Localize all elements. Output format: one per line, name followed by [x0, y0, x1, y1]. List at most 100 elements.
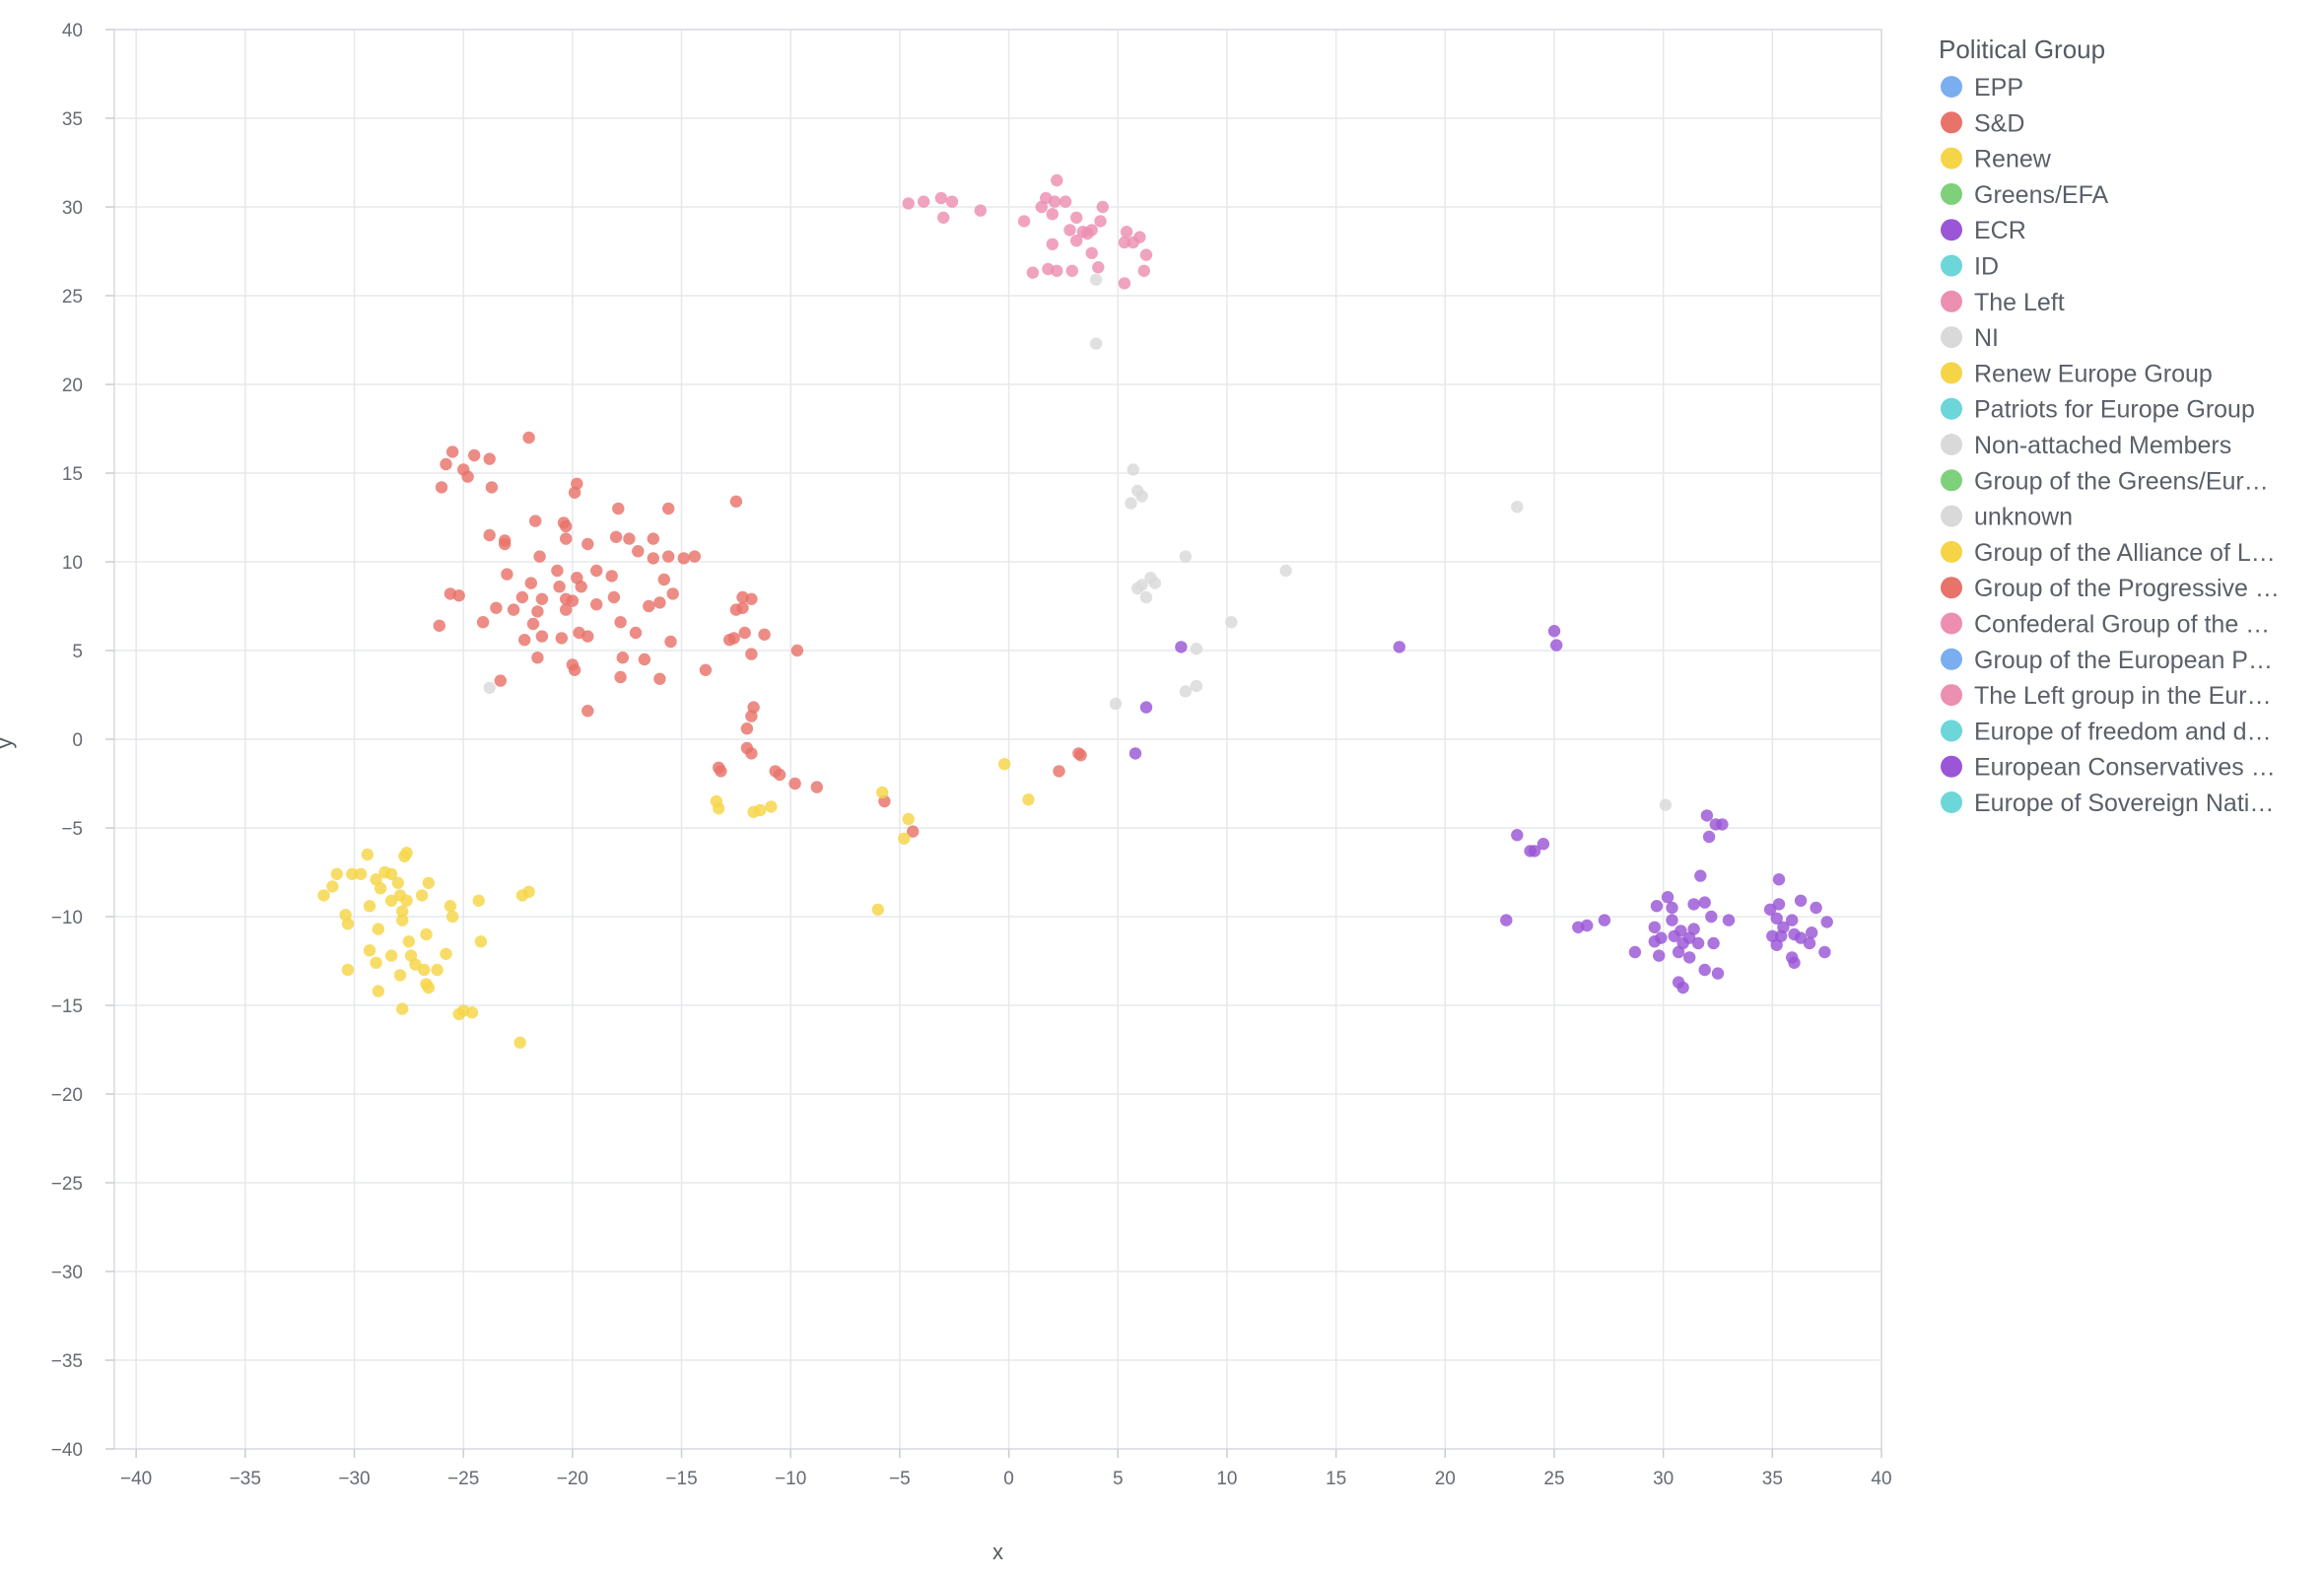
data-point — [1786, 914, 1799, 927]
data-point — [384, 949, 398, 962]
legend-label: S&D — [1974, 109, 2024, 137]
data-point — [483, 528, 496, 542]
data-point — [581, 630, 594, 643]
data-point — [765, 800, 778, 813]
data-point — [1511, 501, 1524, 514]
legend-swatch — [1941, 111, 1962, 134]
data-point — [560, 603, 573, 616]
data-point — [1659, 798, 1673, 811]
x-tick-label: 20 — [1435, 1469, 1456, 1489]
data-point — [773, 768, 786, 782]
data-point — [723, 634, 736, 647]
legend-swatch — [1941, 720, 1962, 742]
legend-item: European Conservatives … — [1941, 754, 2276, 782]
data-point — [1676, 981, 1689, 995]
legend-title: Political Group — [1939, 34, 2105, 64]
y-tick-label: 20 — [62, 376, 83, 396]
data-point — [1137, 264, 1151, 277]
data-point — [1046, 208, 1059, 221]
data-point — [1190, 643, 1203, 655]
data-point — [1722, 914, 1736, 927]
data-point — [1085, 246, 1098, 259]
data-points — [317, 173, 1833, 1050]
legend-swatch — [1941, 362, 1962, 384]
data-point — [607, 590, 621, 604]
legend-item: Group of the Greens/Eur… — [1941, 467, 2269, 495]
data-point — [1393, 641, 1406, 653]
legend-swatch — [1941, 505, 1962, 527]
data-point — [384, 894, 398, 907]
data-point — [1500, 914, 1513, 927]
legend-item: Non-attached Members — [1941, 432, 2231, 459]
data-point — [614, 670, 627, 684]
data-point — [415, 889, 429, 902]
data-point — [653, 596, 666, 609]
legend-label: Europe of freedom and d… — [1974, 718, 2272, 745]
legend-swatch — [1941, 76, 1962, 98]
data-point — [435, 481, 448, 494]
legend-item: EPP — [1941, 74, 2023, 102]
data-point — [372, 923, 384, 935]
data-point — [902, 812, 915, 826]
data-point — [363, 944, 376, 957]
x-tick-label: −35 — [230, 1469, 261, 1489]
data-point — [918, 195, 930, 208]
data-point — [1120, 226, 1133, 239]
legend-label: The Left — [1974, 289, 2065, 316]
data-point — [1707, 936, 1720, 950]
data-point — [1089, 337, 1103, 350]
data-point — [688, 550, 701, 563]
legend-label: unknown — [1974, 504, 2073, 531]
data-point — [623, 532, 636, 545]
data-point — [871, 903, 884, 916]
legend-label: Renew — [1974, 146, 2052, 173]
data-point — [738, 626, 751, 640]
data-point — [445, 446, 459, 458]
data-point — [745, 710, 758, 722]
data-point — [422, 876, 435, 889]
data-point — [590, 598, 603, 611]
data-point — [1190, 679, 1203, 693]
data-point — [1694, 869, 1707, 882]
legend-item: Greens/EFA — [1941, 181, 2108, 209]
data-point — [1702, 830, 1716, 844]
data-point — [515, 590, 529, 604]
legend-item: Renew — [1941, 146, 2052, 173]
data-point — [1581, 919, 1594, 932]
data-point — [664, 635, 677, 649]
data-point — [1092, 261, 1105, 274]
data-point — [810, 781, 823, 793]
data-point — [1089, 273, 1103, 286]
data-point — [513, 1036, 526, 1050]
data-point — [1046, 238, 1059, 250]
data-point — [1794, 894, 1808, 907]
legend-item: The Left group in the Eur… — [1941, 682, 2272, 710]
data-point — [1537, 838, 1550, 851]
data-point — [666, 587, 679, 600]
data-point — [420, 927, 433, 941]
legend-item: Europe of Sovereign Nati… — [1941, 790, 2274, 817]
data-point — [1705, 910, 1718, 924]
legend-label: NI — [1974, 324, 1999, 352]
data-point — [937, 211, 950, 224]
data-point — [1279, 564, 1292, 578]
data-point — [1074, 749, 1087, 762]
data-point — [1806, 927, 1818, 939]
data-point — [745, 592, 758, 605]
data-point — [699, 663, 713, 676]
data-point — [1716, 818, 1729, 831]
data-point — [476, 616, 490, 629]
data-point — [531, 605, 544, 618]
data-point — [568, 486, 581, 499]
legend-swatch — [1941, 182, 1962, 205]
data-point — [1810, 901, 1822, 915]
data-point — [1059, 195, 1072, 208]
data-point — [647, 552, 659, 565]
data-point — [317, 889, 330, 902]
data-point — [614, 616, 627, 629]
data-point — [1127, 236, 1139, 249]
data-point — [524, 577, 537, 589]
data-point — [445, 910, 459, 924]
data-point — [729, 495, 743, 508]
y-tick-label: 0 — [72, 730, 83, 751]
